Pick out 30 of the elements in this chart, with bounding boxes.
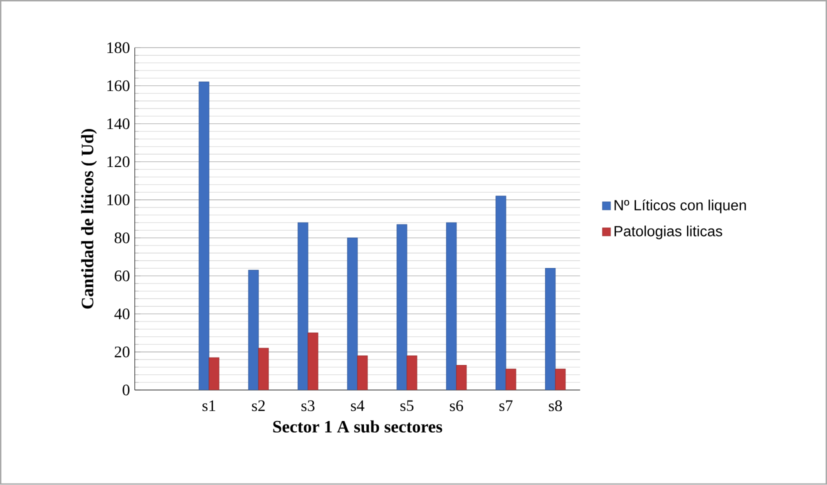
- x-tick-label: s3: [302, 400, 314, 412]
- bar: [506, 368, 516, 390]
- bar: [456, 365, 467, 390]
- bar: [545, 268, 556, 390]
- bar: [446, 222, 457, 390]
- x-tick-label: s8: [548, 400, 562, 412]
- x-tick-label: s5: [400, 400, 414, 412]
- x-tick-label: s4: [350, 400, 364, 412]
- y-tick-label: 0: [122, 384, 130, 396]
- legend-label: Patologias liticas: [614, 226, 722, 240]
- y-axis-title: Cantidad de líticos ( Ud): [81, 129, 97, 309]
- bar: [555, 368, 566, 390]
- y-tick-label: 140: [107, 118, 130, 130]
- y-tick-label: 120: [107, 156, 130, 168]
- bar: [198, 82, 210, 390]
- x-tick-label: s1: [202, 400, 216, 412]
- y-tick-label: 80: [114, 232, 130, 244]
- y-tick-label: 160: [107, 80, 130, 92]
- y-tick-label: 100: [107, 194, 130, 206]
- y-tick-label: 180: [107, 42, 130, 54]
- bar: [496, 196, 506, 390]
- y-tick-label: 60: [114, 270, 130, 282]
- bar: [347, 238, 358, 390]
- x-tick-label: s6: [450, 400, 464, 412]
- y-tick-label: 20: [114, 346, 130, 358]
- x-tick-label: s7: [499, 400, 513, 412]
- x-tick-label: s2: [252, 400, 265, 412]
- legend-label: Nº Líticos con liquen: [614, 200, 746, 214]
- x-axis-title: Sector 1 A sub sectores: [273, 420, 442, 433]
- y-tick-label: 40: [114, 308, 130, 320]
